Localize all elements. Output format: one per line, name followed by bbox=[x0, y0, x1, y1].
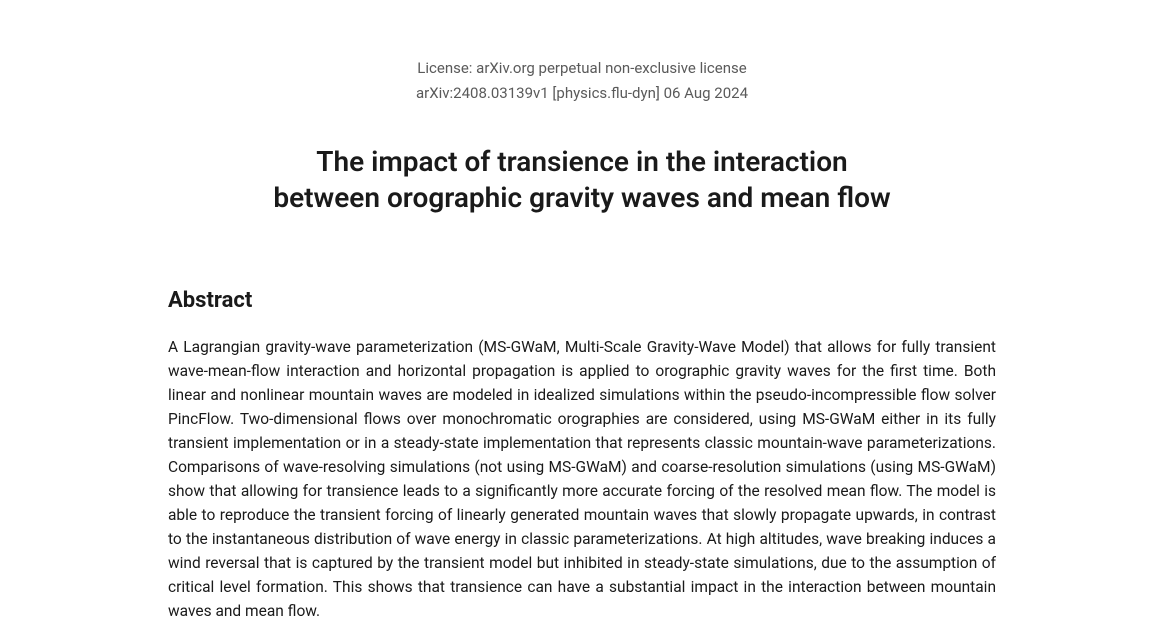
license-block: License: arXiv.org perpetual non-exclusi… bbox=[168, 56, 996, 106]
arxiv-id: arXiv:2408.03139v1 [physics.flu-dyn] 06 … bbox=[168, 81, 996, 106]
paper-page: License: arXiv.org perpetual non-exclusi… bbox=[0, 0, 1164, 623]
abstract-body: A Lagrangian gravity-wave parameterizati… bbox=[168, 335, 996, 623]
title-line-1: The impact of transience in the interact… bbox=[316, 145, 847, 178]
abstract-heading: Abstract bbox=[168, 288, 996, 313]
license-text: License: arXiv.org perpetual non-exclusi… bbox=[168, 56, 996, 81]
title-line-2: between orographic gravity waves and mea… bbox=[273, 181, 890, 214]
paper-title: The impact of transience in the interact… bbox=[168, 144, 996, 217]
